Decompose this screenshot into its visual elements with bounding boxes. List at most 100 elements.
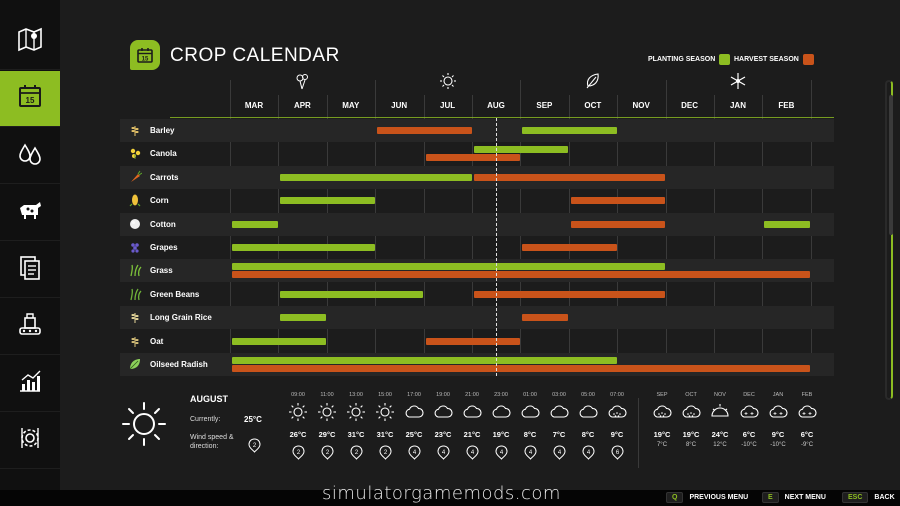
- monthly-forecast: DEC 6°C -10°C: [735, 392, 763, 448]
- current-temp-label: Currently:: [190, 416, 221, 423]
- rice-icon: [128, 310, 142, 324]
- crop-row: Green Beans: [120, 283, 834, 306]
- monthly-forecast: SEP 19°C 7°C: [648, 392, 676, 448]
- hourly-forecast: 05:00 8°C 4: [574, 392, 602, 460]
- hourly-forecast: 13:00 31°C 2: [342, 392, 370, 460]
- forecast-low: 7°C: [656, 442, 668, 448]
- planting-bar: [280, 314, 327, 322]
- svg-text:2: 2: [383, 450, 387, 456]
- sun-icon: [284, 398, 312, 427]
- forecast-temp: 8°C: [581, 430, 595, 439]
- wind-indicator: 6: [603, 445, 631, 460]
- wind-value: 2: [253, 443, 257, 449]
- sidebar-item-settings[interactable]: [0, 413, 60, 469]
- weather-divider: [638, 398, 639, 468]
- forecast-time: 01:00: [523, 392, 537, 398]
- crop-name: Canola: [150, 149, 177, 159]
- calendar-title-icon: 15: [130, 40, 160, 70]
- statistics-icon: [16, 367, 44, 400]
- crop-name: Oilseed Radish: [150, 360, 208, 369]
- map-icon: [16, 25, 44, 58]
- harvest-bar: [522, 244, 617, 251]
- forecast-low: -10°C: [741, 442, 757, 448]
- wind-indicator: 4: [429, 445, 457, 460]
- scrollbar-thumb[interactable]: [889, 95, 893, 235]
- cloud-icon: [400, 398, 428, 427]
- previous-menu-label: PREVIOUS MENU: [689, 494, 749, 501]
- month-label: JAN: [729, 101, 746, 110]
- month-label: MAY: [342, 101, 360, 110]
- wind-indicator: 2: [371, 445, 399, 460]
- month-label: AUG: [487, 101, 505, 110]
- monthly-forecast: NOV 24°C 12°C: [706, 392, 734, 448]
- harvest-bar: [425, 337, 520, 345]
- main-panel: 15 CROP CALENDAR PLANTING SEASON HARVEST…: [60, 0, 900, 490]
- sidebar-item-map[interactable]: [0, 14, 60, 70]
- month-label: APR: [293, 101, 311, 110]
- forecast-high: 9°C: [771, 430, 785, 439]
- wind-indicator: 4: [516, 445, 544, 460]
- forecast-temp: 31°C: [376, 430, 394, 439]
- svg-text:2: 2: [325, 450, 329, 456]
- harvest-bar: [425, 154, 520, 162]
- month-label: MAR: [244, 101, 264, 110]
- carrot-icon: [128, 170, 143, 184]
- crop-row: Canola: [120, 142, 834, 165]
- month-label: FEB: [778, 101, 795, 110]
- previous-menu-button[interactable]: Q PREVIOUS MENU: [666, 491, 748, 504]
- crop-row: Grapes: [120, 236, 834, 259]
- rain-cloud-icon: [603, 398, 631, 427]
- calendar-icon: 15: [16, 82, 44, 115]
- current-temp-value: 25°C: [244, 415, 262, 424]
- contracts-icon: [16, 253, 44, 286]
- forecast-temp: 19°C: [492, 430, 510, 439]
- forecast-low: 12°C: [713, 442, 727, 448]
- harvest-bar: [522, 314, 569, 322]
- sidebar-item-animals[interactable]: [0, 185, 60, 241]
- wind-label: Wind speed & direction:: [190, 434, 234, 450]
- forecast-low: 8°C: [685, 442, 697, 448]
- crop-row: Barley: [120, 119, 834, 142]
- current-date-marker: [496, 118, 498, 376]
- crop-name: Grass: [150, 266, 173, 276]
- weather-month: AUGUST: [190, 394, 228, 404]
- planting-bar: [474, 146, 569, 154]
- summer-sun-icon: [439, 72, 457, 90]
- oat-icon: [128, 334, 142, 348]
- forecast-month: JAN: [772, 392, 784, 398]
- hourly-forecast: 03:00 7°C 4: [545, 392, 573, 460]
- weather-panel: AUGUST Currently: 25°C Wind speed & dire…: [60, 380, 900, 490]
- forecast-temp: 31°C: [347, 430, 365, 439]
- crop-row: Oat: [120, 330, 834, 353]
- wind-indicator: 4: [458, 445, 486, 460]
- next-menu-button[interactable]: E NEXT MENU: [762, 491, 826, 504]
- animals-icon: [16, 196, 44, 229]
- legend-planting-swatch: [719, 54, 731, 65]
- planting-bar: [522, 127, 617, 134]
- back-label: BACK: [874, 494, 895, 501]
- legend-harvest: HARVEST SEASON: [734, 54, 814, 65]
- scrollbar-track[interactable]: [885, 80, 893, 400]
- sidebar-item-contracts[interactable]: [0, 242, 60, 298]
- forecast-high: 24°C: [711, 430, 729, 439]
- cloud-icon: [574, 398, 602, 427]
- forecast-time: 11:00: [320, 392, 334, 398]
- monthly-forecast: FEB 6°C -9°C: [793, 392, 821, 448]
- sidebar-item-statistics[interactable]: [0, 356, 60, 412]
- forecast-time: 15:00: [378, 392, 392, 398]
- next-menu-label: NEXT MENU: [784, 494, 826, 501]
- back-button[interactable]: ESC BACK: [842, 491, 895, 504]
- page-title: CROP CALENDAR: [170, 45, 340, 66]
- production-icon: [16, 310, 44, 343]
- forecast-time: 09:00: [291, 392, 305, 398]
- radish-icon: [128, 357, 142, 371]
- sidebar-item-water-drops[interactable]: [0, 128, 60, 184]
- sidebar-item-production[interactable]: [0, 299, 60, 355]
- snow-cloud-icon: [735, 398, 763, 427]
- harvest-bar: [570, 220, 666, 228]
- month-label: JUN: [391, 101, 408, 110]
- forecast-time: 19:00: [436, 392, 450, 398]
- forecast-temp: 26°C: [289, 430, 307, 439]
- key-q: Q: [666, 492, 684, 503]
- sidebar-item-calendar[interactable]: 15: [0, 71, 60, 127]
